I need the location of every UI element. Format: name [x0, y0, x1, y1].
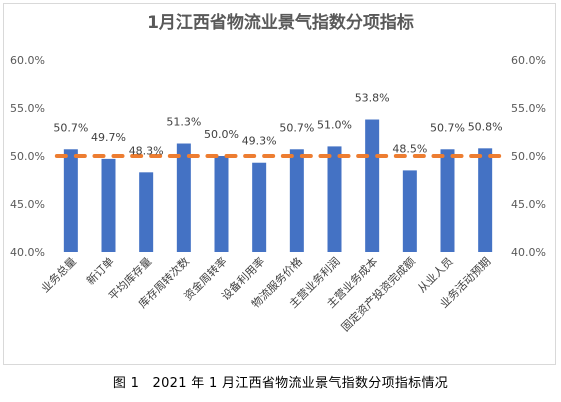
- y-tick-left-3: 55.0%: [10, 102, 45, 115]
- data-label-9: 48.5%: [392, 142, 427, 155]
- category-label-1: 新订单: [83, 254, 116, 287]
- bar-4: [214, 156, 229, 252]
- chart-frame: [3, 3, 556, 365]
- bar-6: [289, 149, 304, 252]
- data-label-0: 50.7%: [53, 121, 88, 134]
- data-label-1: 49.7%: [91, 131, 126, 144]
- data-label-11: 50.8%: [468, 120, 503, 133]
- right-axis: 40.0% 45.0% 50.0% 55.0% 60.0%: [511, 54, 546, 259]
- chart-title: 1月江西省物流业景气指数分项指标: [147, 13, 414, 33]
- data-label-6: 50.7%: [279, 121, 314, 134]
- bar-5: [252, 162, 267, 252]
- y-tick-left-2: 50.0%: [10, 150, 45, 163]
- bar-10: [440, 149, 455, 252]
- category-label-0: 业务总量: [38, 254, 79, 295]
- y-tick-right-1: 45.0%: [511, 198, 546, 211]
- bar-3: [176, 143, 191, 252]
- data-label-4: 50.0%: [204, 128, 239, 141]
- figure-caption: 图 1 2021 年 1 月江西省物流业景气指数分项指标情况: [112, 376, 449, 391]
- y-tick-right-4: 60.0%: [511, 54, 546, 67]
- data-label-7: 51.0%: [317, 118, 352, 131]
- y-tick-right-2: 50.0%: [511, 150, 546, 163]
- y-tick-left-4: 60.0%: [10, 54, 45, 67]
- left-axis: 40.0% 45.0% 50.0% 55.0% 60.0%: [10, 54, 45, 259]
- bar-1: [101, 158, 116, 252]
- bar-9: [402, 170, 417, 252]
- bar-8: [365, 119, 380, 253]
- bar-7: [327, 146, 342, 252]
- data-label-3: 51.3%: [166, 116, 201, 129]
- data-label-8: 53.8%: [355, 92, 390, 105]
- data-label-10: 50.7%: [430, 121, 465, 134]
- bar-series: [63, 119, 493, 253]
- bar-0: [63, 149, 78, 252]
- y-tick-right-0: 40.0%: [511, 246, 546, 259]
- category-labels: 业务总量 新订单平均库存量库存周转次数资金周转率设备利用率物流服务价格主营业务利润…: [38, 254, 493, 334]
- y-tick-left-0: 40.0%: [10, 246, 45, 259]
- data-labels: 50.7%49.7%48.3%51.3%50.0%49.3%50.7% 51.0%…: [53, 92, 502, 158]
- data-label-5: 49.3%: [242, 135, 277, 148]
- y-tick-right-3: 55.0%: [511, 102, 546, 115]
- data-label-2: 48.3%: [129, 144, 164, 157]
- bar-2: [139, 172, 154, 252]
- bar-11: [478, 148, 493, 252]
- chart-plot: 40.0% 45.0% 50.0% 55.0% 60.0% 40.0% 45.0% 50.0…: [10, 54, 546, 334]
- y-tick-left-1: 45.0%: [10, 198, 45, 211]
